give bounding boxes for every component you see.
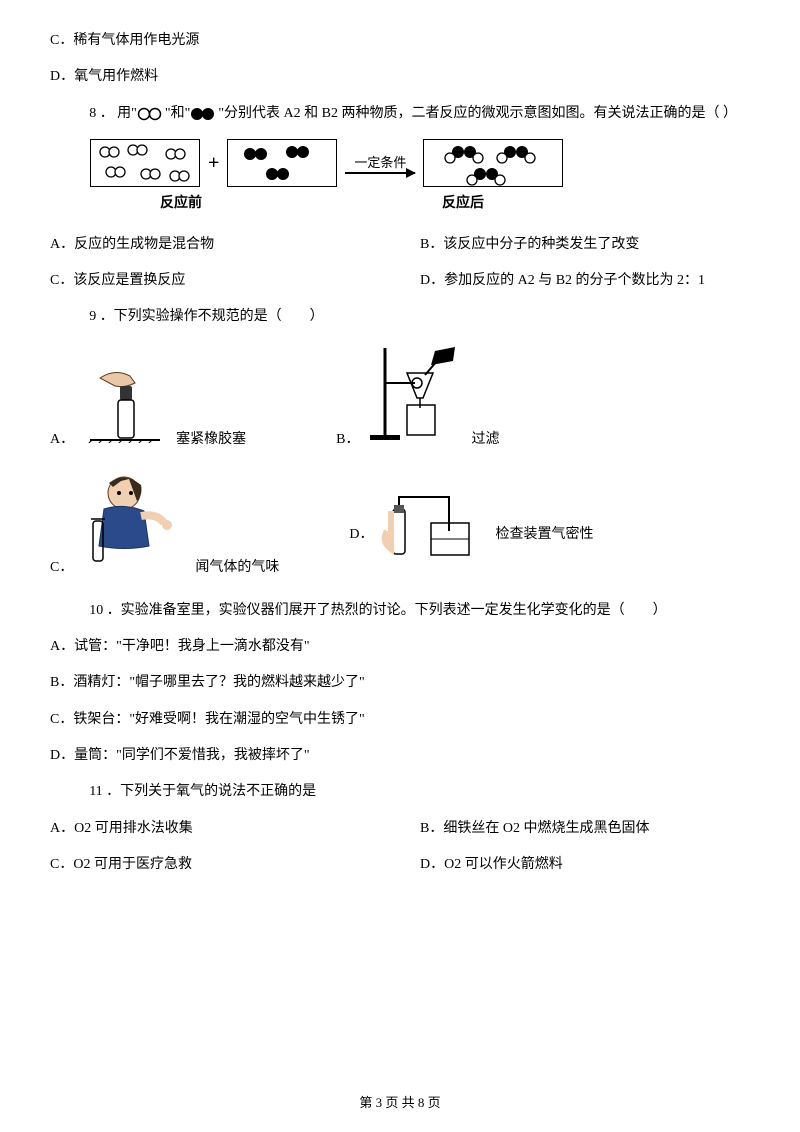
q9-c-prefix: C． xyxy=(50,557,73,579)
filter-figure-icon xyxy=(365,343,465,451)
q9-a-prefix: A． xyxy=(50,429,74,451)
q9-d-label: 检查装置气密性 xyxy=(495,524,593,546)
q8-diagram: + 一定条件 xyxy=(90,139,750,187)
q11-option-a: A．O2 可用排水法收集 xyxy=(50,818,380,840)
q8-lead-post: "分别代表 A2 和 B2 两种物质，二者反应的微观示意图如图。有关说法正确的是… xyxy=(218,106,737,121)
q11-option-b: B．细铁丝在 O2 中燃烧生成黑色固体 xyxy=(420,818,750,840)
q10-option-d: D．量筒："同学们不爱惜我，我被摔坏了" xyxy=(50,745,750,767)
q9-a-label: 塞紧橡胶塞 xyxy=(176,429,246,451)
arrow-label: 一定条件 xyxy=(354,153,406,174)
q10-lead: 10 ．实验准备室里，实验仪器们展开了热烈的讨论。下列表述一定发生化学变化的是（… xyxy=(50,600,750,622)
q9-d-prefix: D． xyxy=(349,524,373,546)
q10-option-a: A．试管："干净吧！我身上一滴水都没有" xyxy=(50,636,750,658)
q9-option-a: A． 塞紧橡胶塞 xyxy=(50,348,246,451)
prev-option-c: C．稀有气体用作电光源 xyxy=(50,30,750,52)
a2-symbol-icon xyxy=(137,106,165,121)
q9-b-label: 过滤 xyxy=(471,429,499,451)
q11-lead: 11 ．下列关于氧气的说法不正确的是 xyxy=(50,781,750,803)
q11-option-d: D．O2 可以作火箭燃料 xyxy=(420,854,750,876)
q9-b-prefix: B． xyxy=(336,429,359,451)
product-box xyxy=(423,139,563,187)
prev-option-d: D．氧气用作燃料 xyxy=(50,66,750,88)
q8-lead-pre: 8 ． 用" xyxy=(89,106,137,121)
q8-option-a: A．反应的生成物是混合物 xyxy=(50,234,380,256)
q9-option-b: B． 过滤 xyxy=(336,343,499,451)
q9-option-d: D． 检查装置气密性 xyxy=(349,491,593,579)
q9-option-c: C． 闻气体的气味 xyxy=(50,471,279,579)
q8-option-d: D．参加反应的 A2 与 B2 的分子个数比为 2：1 xyxy=(420,270,750,292)
plus-icon: + xyxy=(208,147,219,179)
page-footer: 第 3 页 共 8 页 xyxy=(0,1093,800,1114)
reactant-a2-box xyxy=(90,139,200,187)
q11-option-c: C．O2 可用于医疗急救 xyxy=(50,854,380,876)
q10-option-c: C．铁架台："好难受啊！我在潮湿的空气中生锈了" xyxy=(50,709,750,731)
q9-lead: 9 ．下列实验操作不规范的是（ ） xyxy=(50,306,750,328)
q8-lead: 8 ． 用" "和" "分别代表 A2 和 B2 两种物质，二者反应的微观示意图如图… xyxy=(50,103,750,125)
stopper-figure-icon xyxy=(80,348,170,451)
q10-option-b: B．酒精灯："帽子哪里去了？我的燃料越来越少了" xyxy=(50,672,750,694)
label-after: 反应后 xyxy=(442,193,484,215)
arrow-icon: 一定条件 xyxy=(345,153,415,174)
reactant-b2-box xyxy=(227,139,337,187)
b2-symbol-icon xyxy=(190,106,218,121)
q8-option-b: B．该反应中分子的种类发生了改变 xyxy=(420,234,750,256)
label-before: 反应前 xyxy=(160,193,202,215)
airtight-figure-icon xyxy=(379,491,489,579)
q8-lead-mid: "和" xyxy=(165,106,190,121)
smell-figure-icon xyxy=(79,471,189,579)
q8-diagram-labels: 反应前 反应后 xyxy=(160,193,750,215)
q9-c-label: 闻气体的气味 xyxy=(195,557,279,579)
q8-option-c: C．该反应是置换反应 xyxy=(50,270,380,292)
